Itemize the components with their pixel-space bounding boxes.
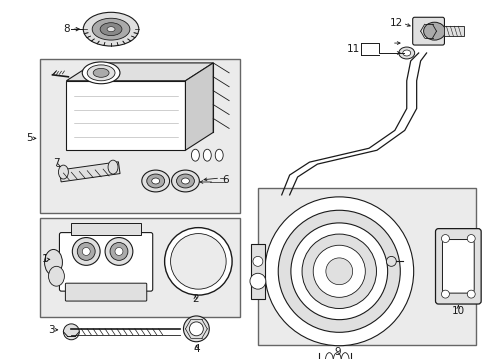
Ellipse shape — [171, 170, 199, 192]
Bar — [40, 218, 240, 317]
Ellipse shape — [398, 47, 414, 59]
Ellipse shape — [82, 62, 120, 84]
Bar — [60, 162, 120, 182]
Ellipse shape — [93, 68, 109, 77]
Circle shape — [82, 247, 90, 255]
Ellipse shape — [272, 189, 292, 203]
Ellipse shape — [277, 192, 287, 199]
Ellipse shape — [48, 266, 64, 286]
Circle shape — [290, 223, 387, 320]
Bar — [444, 26, 463, 36]
Ellipse shape — [59, 165, 68, 179]
Circle shape — [264, 197, 413, 346]
Circle shape — [313, 245, 365, 297]
Ellipse shape — [176, 174, 194, 188]
Text: 2: 2 — [192, 294, 198, 304]
Ellipse shape — [92, 18, 130, 40]
Circle shape — [110, 243, 128, 260]
Circle shape — [189, 322, 203, 336]
Circle shape — [325, 258, 352, 285]
Ellipse shape — [151, 178, 160, 184]
Circle shape — [115, 247, 122, 255]
Text: 6: 6 — [222, 175, 228, 185]
Bar — [66, 81, 185, 150]
Ellipse shape — [87, 65, 115, 81]
Text: 9: 9 — [333, 347, 340, 357]
Circle shape — [249, 273, 265, 289]
Ellipse shape — [203, 149, 211, 161]
Circle shape — [467, 290, 474, 298]
Ellipse shape — [108, 160, 118, 174]
Circle shape — [77, 243, 95, 260]
Bar — [71, 223, 141, 235]
FancyBboxPatch shape — [412, 17, 444, 45]
Ellipse shape — [402, 50, 410, 56]
Ellipse shape — [423, 22, 445, 40]
Bar — [257, 188, 475, 345]
Bar — [250, 243, 264, 299]
Ellipse shape — [100, 23, 122, 36]
Text: 10: 10 — [451, 306, 464, 316]
Circle shape — [170, 234, 225, 289]
Circle shape — [278, 210, 400, 332]
Text: 1: 1 — [42, 255, 49, 264]
Polygon shape — [66, 63, 213, 81]
Ellipse shape — [333, 353, 341, 360]
Ellipse shape — [215, 149, 223, 161]
Circle shape — [63, 324, 79, 340]
Ellipse shape — [191, 149, 199, 161]
Circle shape — [72, 238, 100, 265]
Ellipse shape — [325, 353, 333, 360]
Bar — [40, 59, 240, 213]
FancyBboxPatch shape — [65, 283, 146, 301]
Circle shape — [105, 238, 133, 265]
Text: 7: 7 — [53, 158, 60, 168]
Circle shape — [441, 235, 448, 243]
FancyBboxPatch shape — [435, 229, 480, 304]
Text: 4: 4 — [193, 344, 199, 354]
Circle shape — [183, 316, 209, 342]
Ellipse shape — [341, 353, 348, 360]
FancyBboxPatch shape — [442, 239, 473, 293]
Ellipse shape — [181, 178, 189, 184]
Text: 8: 8 — [63, 24, 70, 34]
Circle shape — [252, 256, 263, 266]
Text: 12: 12 — [389, 18, 403, 28]
Text: 3: 3 — [48, 325, 55, 335]
Ellipse shape — [142, 170, 169, 192]
FancyBboxPatch shape — [60, 233, 152, 291]
Circle shape — [441, 290, 448, 298]
Ellipse shape — [44, 249, 62, 275]
Text: 11: 11 — [346, 44, 359, 54]
Ellipse shape — [83, 12, 139, 46]
Polygon shape — [185, 63, 213, 150]
Circle shape — [164, 228, 232, 295]
Text: 5: 5 — [26, 133, 33, 143]
Circle shape — [386, 256, 395, 266]
Ellipse shape — [107, 27, 115, 32]
Circle shape — [467, 235, 474, 243]
Ellipse shape — [146, 174, 164, 188]
Circle shape — [302, 234, 376, 309]
